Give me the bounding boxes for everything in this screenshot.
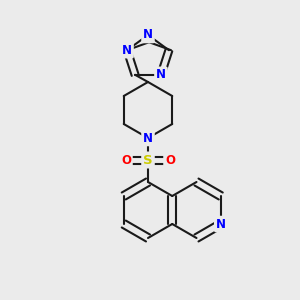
Text: S: S <box>143 154 153 166</box>
Text: N: N <box>156 68 166 81</box>
Text: N: N <box>122 44 132 57</box>
Text: N: N <box>143 131 153 145</box>
Text: O: O <box>165 154 175 166</box>
Text: N: N <box>216 218 226 230</box>
Text: O: O <box>121 154 131 166</box>
Text: N: N <box>143 28 153 41</box>
